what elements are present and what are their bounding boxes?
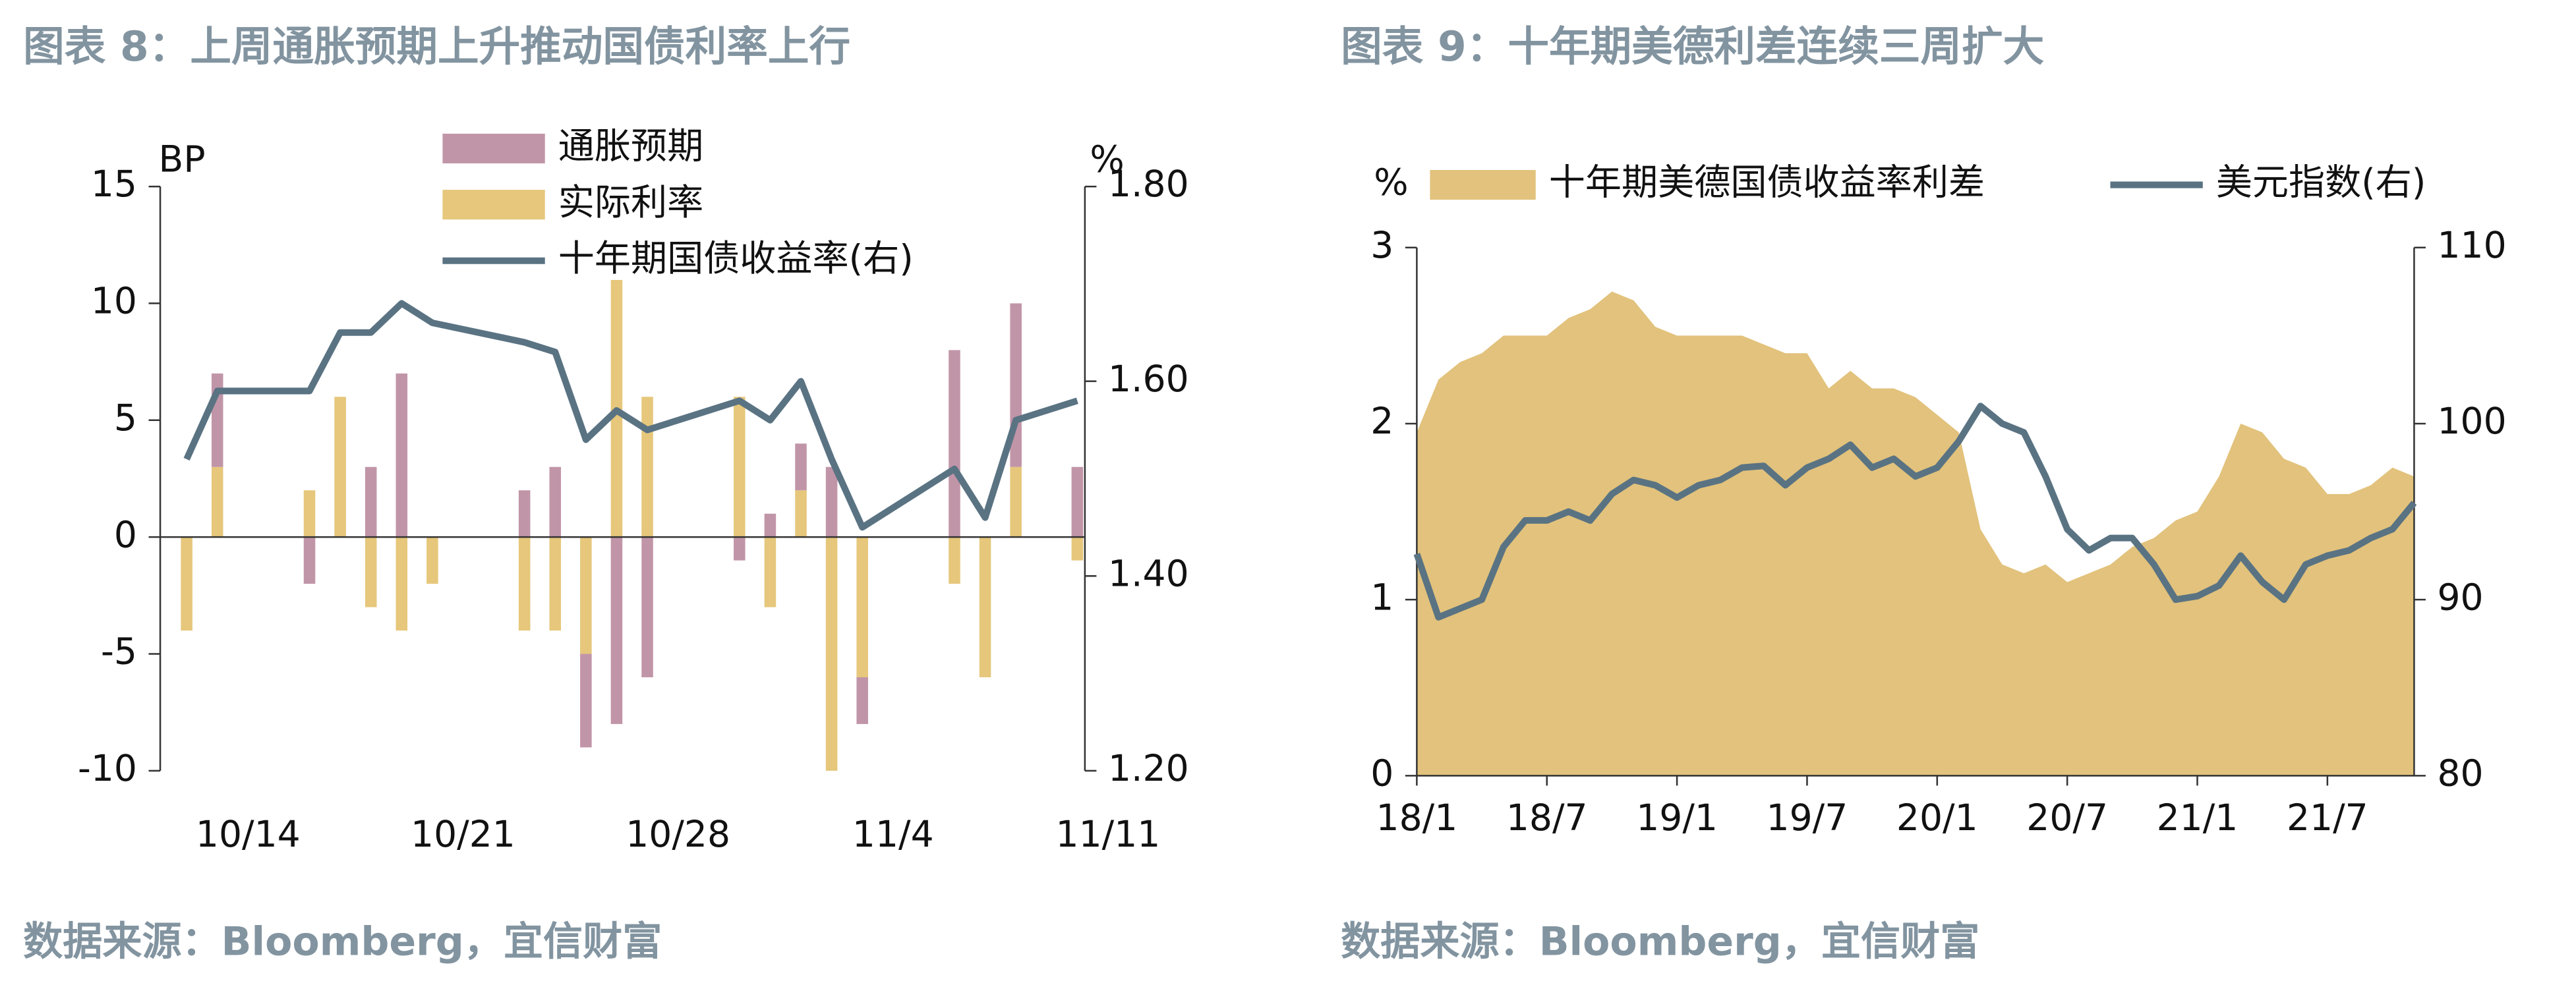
y-tick-label: 1: [1370, 576, 1393, 618]
bar: [395, 537, 408, 631]
bar: [580, 654, 592, 748]
legend-label: 美元指数(右): [2216, 161, 2426, 204]
bar: [211, 466, 223, 538]
y2-tick-label: 1.20: [1108, 747, 1189, 789]
bar: [641, 537, 653, 677]
bar: [211, 373, 223, 467]
bar: [549, 537, 562, 631]
y-tick-label: -10: [78, 747, 137, 789]
bar: [365, 466, 377, 538]
legend-swatch: [442, 133, 545, 163]
y-tick-label: 15: [91, 163, 137, 205]
bar: [734, 397, 746, 538]
bar: [641, 397, 653, 538]
bar: [610, 537, 623, 724]
bar: [1010, 466, 1022, 538]
bar: [518, 490, 531, 538]
y-tick-label: -5: [101, 631, 137, 673]
legend-swatch: [442, 190, 545, 220]
bar: [580, 537, 592, 654]
bar: [518, 537, 531, 631]
x-tick-label: 10/28: [626, 813, 730, 855]
bar: [856, 537, 868, 677]
x-tick-label: 21/1: [2157, 797, 2239, 839]
bar: [395, 373, 408, 538]
y-axis-label: BP: [159, 138, 206, 181]
bar: [979, 537, 991, 677]
y-tick-label: 0: [114, 513, 137, 555]
y-axis-label: %: [1374, 161, 1408, 204]
bar: [303, 490, 316, 538]
bar: [549, 466, 562, 538]
x-tick-label: 21/7: [2287, 797, 2368, 839]
bar: [949, 350, 960, 538]
x-tick-label: 11/4: [852, 813, 934, 855]
legend-label: 十年期美德国债收益率利差: [1549, 161, 1985, 204]
area: [1417, 291, 2415, 776]
legend-label: 十年期国债收益率(右): [558, 237, 914, 279]
y2-tick-label: 1.40: [1108, 552, 1189, 594]
bar: [764, 537, 776, 607]
line: [183, 300, 1078, 531]
x-tick-label: 11/11: [1056, 813, 1161, 855]
bar: [795, 443, 807, 491]
y2-tick-label: 1.60: [1108, 358, 1189, 400]
y-tick-label: 5: [114, 397, 137, 439]
legend-swatch: [1430, 170, 1536, 200]
x-tick-label: 10/21: [411, 813, 515, 855]
x-tick-label: 20/1: [1896, 797, 1978, 839]
y2-tick-label: 110: [2438, 224, 2507, 266]
bar: [825, 466, 838, 538]
x-tick-label: 19/1: [1636, 797, 1718, 839]
bar: [856, 677, 868, 724]
bar: [1071, 466, 1084, 538]
y-tick-label: 2: [1370, 400, 1393, 442]
bar: [426, 537, 438, 584]
x-tick-label: 20/7: [2026, 797, 2108, 839]
legend-label: 实际利率: [558, 181, 703, 223]
bar: [1071, 537, 1084, 561]
bar: [734, 537, 746, 561]
bar: [949, 537, 960, 584]
bar: [764, 513, 776, 538]
bar: [825, 537, 838, 771]
x-tick-label: 18/7: [1506, 797, 1588, 839]
x-tick-label: 10/14: [196, 813, 301, 855]
y2-tick-label: 1.80: [1108, 163, 1189, 205]
x-tick-label: 18/1: [1376, 797, 1458, 839]
bar: [181, 537, 192, 631]
chart-title: 图表 8：上周通胀预期上升推动国债利率上行: [23, 22, 850, 70]
source: 数据来源：Bloomberg，宜信财富: [1341, 918, 1979, 965]
y-tick-label: 3: [1370, 224, 1393, 266]
y2-tick-label: 100: [2438, 400, 2507, 442]
legend-label: 通胀预期: [558, 125, 703, 167]
chart-title: 图表 9：十年期美德利差连续三周扩大: [1341, 22, 2044, 70]
bar: [303, 537, 316, 584]
y2-tick-label: 90: [2438, 576, 2484, 618]
y-tick-label: 10: [91, 280, 137, 322]
y-tick-label: 0: [1370, 752, 1393, 795]
y2-tick-label: 80: [2438, 752, 2484, 795]
y2-axis-label: %: [1090, 138, 1124, 181]
bar: [334, 397, 346, 538]
x-tick-label: 19/7: [1767, 797, 1848, 839]
line: [1413, 403, 2417, 621]
bar: [365, 537, 377, 607]
source: 数据来源：Bloomberg，宜信财富: [23, 918, 662, 965]
bar: [795, 490, 807, 538]
